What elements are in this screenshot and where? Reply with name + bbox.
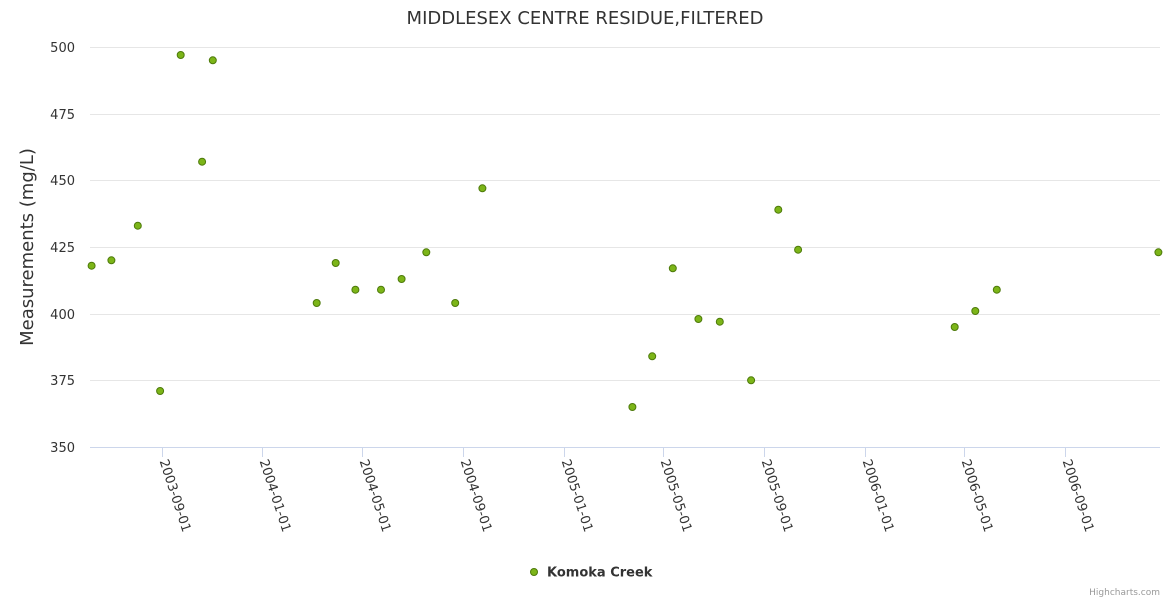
data-point[interactable] [774,205,783,214]
x-tick-label: 2003-09-01 [156,458,194,534]
data-point[interactable] [950,323,959,331]
x-tick-label: 2006-09-01 [1059,458,1097,534]
gridlines [90,47,1160,381]
data-point[interactable] [747,376,756,385]
y-tick-label: 475 [50,108,75,123]
x-axis-ticks: 2003-09-01 2004-01-01 2004-05-01 2004-09-01… [156,447,1097,534]
data-point[interactable] [351,285,360,294]
y-tick-label: 350 [50,441,75,456]
data-point[interactable] [312,299,321,307]
data-point[interactable] [87,261,96,270]
data-point[interactable] [794,245,803,254]
y-tick-label: 375 [50,374,75,389]
credits-link[interactable]: Highcharts.com [1089,588,1160,598]
x-tick-label: 2006-01-01 [859,458,897,534]
y-tick-label: 500 [50,41,75,56]
data-point[interactable] [397,275,406,283]
legend[interactable]: Komoka Creek [530,566,653,581]
data-point[interactable] [694,315,703,323]
data-point[interactable] [107,256,116,265]
x-tick-label: 2005-05-01 [657,458,695,534]
data-point[interactable] [478,184,487,193]
data-point[interactable] [451,299,460,307]
y-tick-label: 400 [50,308,75,323]
x-tick-label: 2004-05-01 [356,458,394,534]
legend-item-komoka-creek[interactable]: Komoka Creek [547,566,653,581]
data-point[interactable] [648,352,657,361]
data-point[interactable] [208,56,217,65]
data-point[interactable] [422,248,431,257]
data-point[interactable] [176,51,185,59]
chart-title: MIDDLESEX CENTRE RESIDUE,FILTERED [407,8,764,29]
data-point[interactable] [668,264,677,273]
data-point[interactable] [1154,248,1163,257]
data-point[interactable] [992,285,1001,294]
x-tick-label: 2004-01-01 [256,458,294,534]
x-tick-label: 2005-01-01 [558,458,596,534]
data-point[interactable] [198,157,207,166]
data-point[interactable] [377,285,385,294]
legend-marker [530,568,538,576]
data-point[interactable] [156,387,165,395]
data-point[interactable] [715,317,724,326]
data-point[interactable] [971,307,980,315]
series-komoka-creek[interactable] [87,51,1163,411]
y-tick-label: 450 [50,174,75,189]
y-axis-label: Measurements (mg/L) [17,148,38,346]
data-point[interactable] [133,221,142,230]
data-point[interactable] [331,259,340,267]
x-tick-label: 2006-05-01 [958,458,996,534]
x-tick-label: 2005-09-01 [758,458,796,534]
data-point[interactable] [628,403,637,411]
x-tick-label: 2004-09-01 [457,458,495,534]
y-axis-ticks: 350 375 400 425 450 475 500 [50,41,75,456]
y-tick-label: 425 [50,241,75,256]
